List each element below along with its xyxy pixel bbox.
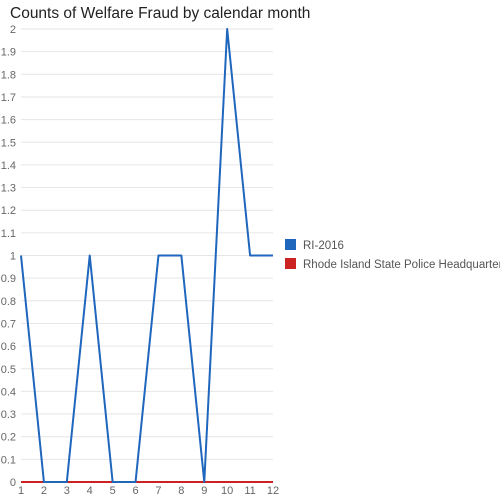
y-tick-label: 0.1 (1, 454, 16, 466)
legend-label: Rhode Island State Police Headquarters (303, 259, 500, 271)
y-tick-label: 1.1 (1, 228, 16, 240)
legend-swatch (285, 239, 296, 250)
y-tick-label: 1.6 (1, 115, 16, 127)
y-tick-label: 1 (10, 251, 16, 263)
x-tick-label: 6 (132, 485, 138, 497)
y-tick-label: 0.3 (1, 409, 16, 421)
x-tick-label: 3 (64, 485, 70, 497)
x-tick-label: 10 (221, 485, 233, 497)
y-axis-ticks: 0 0.1 0.2 0.3 0.4 0.5 0.6 0.7 0.8 0.9 1 1.1 1.2 1.3 1.… (1, 24, 16, 489)
x-tick-label: 12 (267, 485, 279, 497)
grid-lines (21, 28, 273, 483)
x-tick-label: 1 (18, 485, 24, 497)
series-line-1 (20, 28, 273, 483)
y-tick-label: 1.3 (1, 183, 16, 195)
chart-title: Counts of Welfare Fraud by calendar mont… (10, 5, 310, 22)
y-tick-label: 0.9 (1, 273, 16, 285)
x-tick-label: 2 (41, 485, 47, 497)
y-tick-label: 1.4 (1, 160, 16, 172)
y-tick-label: 1.9 (1, 47, 16, 59)
y-tick-label: 0.5 (1, 364, 16, 376)
y-tick-label: 0.4 (1, 386, 16, 398)
y-tick-label: 2 (10, 24, 16, 36)
x-tick-label: 11 (244, 485, 255, 497)
y-tick-label: 0.7 (1, 318, 16, 330)
x-tick-label: 8 (178, 485, 184, 497)
y-tick-label: 1.8 (1, 69, 16, 81)
x-tick-label: 9 (201, 485, 207, 497)
y-tick-label: 0.6 (1, 341, 16, 353)
y-tick-label: 0.2 (1, 432, 16, 444)
y-tick-label: 0.8 (1, 296, 16, 308)
legend: RI-2016 Rhode Island State Police Headqua… (285, 239, 500, 271)
x-tick-label: 7 (155, 485, 161, 497)
y-tick-label: 1.2 (1, 205, 16, 217)
x-tick-label: 5 (110, 485, 116, 497)
y-tick-label: 1.5 (1, 137, 16, 149)
x-axis-ticks: 1 2 3 4 5 6 7 8 9 10 11 12 (18, 485, 279, 497)
legend-label: RI-2016 (303, 240, 344, 252)
x-tick-label: 4 (87, 485, 93, 497)
series-lines (20, 28, 273, 483)
y-tick-label: 0 (10, 477, 16, 489)
y-tick-label: 1.7 (1, 92, 16, 104)
legend-swatch (285, 258, 296, 269)
